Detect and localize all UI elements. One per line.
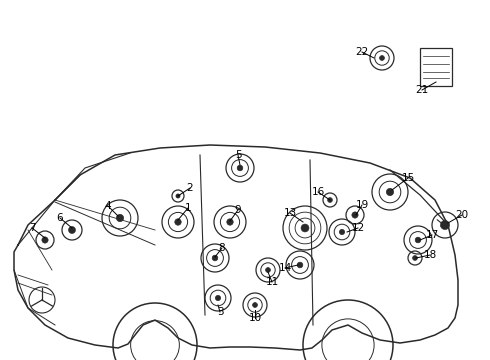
Circle shape	[253, 303, 257, 307]
Circle shape	[415, 237, 421, 243]
Circle shape	[380, 55, 384, 60]
Text: 14: 14	[278, 263, 292, 273]
Circle shape	[117, 215, 123, 222]
Text: 2: 2	[187, 183, 194, 193]
Text: 5: 5	[235, 150, 241, 160]
Text: 11: 11	[266, 277, 279, 287]
Text: 15: 15	[401, 173, 415, 183]
Text: 9: 9	[235, 205, 241, 215]
Text: 1: 1	[185, 203, 191, 213]
Circle shape	[175, 219, 181, 225]
Circle shape	[216, 296, 220, 301]
Text: 13: 13	[283, 208, 296, 218]
Circle shape	[413, 256, 417, 260]
Circle shape	[301, 224, 309, 232]
Circle shape	[340, 229, 344, 235]
Text: 7: 7	[29, 223, 35, 233]
Circle shape	[176, 194, 180, 198]
Text: 4: 4	[105, 201, 111, 211]
Text: 22: 22	[355, 47, 368, 57]
Text: 21: 21	[416, 85, 429, 95]
Text: 17: 17	[425, 230, 439, 240]
Circle shape	[441, 220, 449, 230]
Text: 19: 19	[355, 200, 368, 210]
Circle shape	[227, 219, 233, 225]
Circle shape	[327, 198, 332, 202]
Circle shape	[69, 226, 75, 234]
Text: 8: 8	[219, 243, 225, 253]
Circle shape	[237, 165, 243, 171]
Text: 18: 18	[423, 250, 437, 260]
Circle shape	[212, 255, 218, 261]
Circle shape	[266, 267, 270, 273]
Text: 6: 6	[57, 213, 63, 223]
Text: 12: 12	[351, 223, 365, 233]
Text: 10: 10	[248, 313, 262, 323]
Text: 20: 20	[455, 210, 468, 220]
Circle shape	[387, 188, 393, 195]
Text: 3: 3	[217, 307, 223, 317]
Text: 16: 16	[311, 187, 325, 197]
Circle shape	[42, 237, 48, 243]
Circle shape	[297, 262, 303, 268]
Circle shape	[352, 212, 358, 218]
